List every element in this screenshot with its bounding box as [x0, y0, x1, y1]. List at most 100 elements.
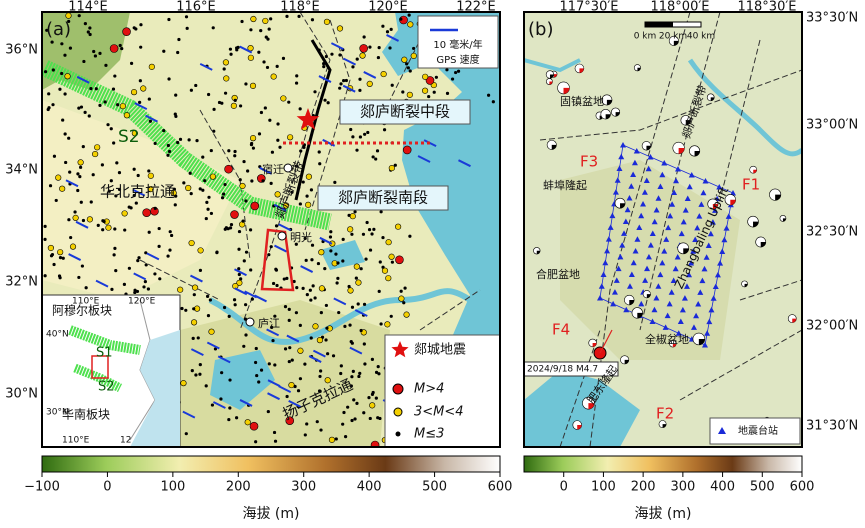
focal-mechanism-quadrant	[683, 248, 689, 254]
quake-small	[148, 119, 152, 123]
quake-medium	[316, 337, 324, 344]
quake-small	[378, 260, 382, 264]
quake-small	[147, 97, 151, 101]
quake-small	[274, 267, 278, 271]
gps-arrow	[274, 244, 287, 253]
quake-small	[168, 230, 172, 234]
gps-arrow	[354, 309, 368, 317]
station	[663, 236, 670, 242]
hills	[560, 160, 740, 360]
quake-small	[359, 328, 363, 333]
quake-small	[262, 60, 266, 64]
station	[688, 259, 695, 266]
fault-line	[139, 259, 221, 301]
gps-arrow	[386, 34, 399, 42]
event-label: 2024/9/18 M4.7	[527, 365, 598, 375]
quake-small	[227, 417, 231, 422]
quake-small	[204, 216, 208, 221]
quake-small	[228, 378, 232, 382]
quake-small	[180, 306, 184, 311]
station	[678, 230, 685, 237]
quake-small	[379, 210, 383, 214]
quake-small	[329, 249, 333, 253]
quake-small	[139, 45, 143, 49]
station	[657, 271, 664, 278]
quake-small	[261, 179, 265, 183]
quake-small	[344, 78, 348, 83]
station	[657, 183, 664, 189]
station	[624, 206, 631, 213]
quake-medium	[72, 214, 79, 222]
quake-small	[242, 344, 246, 348]
quake-small	[317, 48, 321, 52]
quake-small	[246, 169, 250, 173]
quake-small	[367, 396, 371, 400]
colorbar-tick-label: 300	[670, 480, 695, 495]
quake-small	[96, 223, 100, 227]
focal-mechanism-quadrant	[549, 74, 554, 79]
quake-small	[334, 252, 338, 256]
quake-small	[136, 173, 140, 178]
quake-small	[381, 24, 385, 28]
quake-small	[79, 165, 83, 169]
quake-small	[293, 384, 297, 389]
gps-arrow	[133, 272, 147, 281]
quake-small	[244, 303, 248, 307]
quake-medium	[69, 243, 77, 250]
quake-medium	[140, 85, 147, 92]
quake-small	[288, 346, 292, 350]
station	[636, 224, 643, 230]
quake-medium	[208, 328, 215, 335]
quake-small	[205, 294, 210, 299]
quake-small	[287, 318, 291, 322]
quake-medium	[130, 89, 138, 96]
quake-small	[237, 247, 241, 251]
quake-small	[357, 374, 361, 379]
quake-small	[316, 261, 321, 266]
station	[653, 206, 660, 213]
quake-small	[285, 394, 289, 399]
focal-mechanism-quadrant	[672, 343, 677, 348]
quake-small	[182, 181, 186, 185]
quake-small	[382, 128, 387, 132]
quake-small	[297, 185, 301, 190]
quake-large	[370, 440, 380, 447]
inset-sea	[130, 330, 180, 447]
quake-small	[336, 276, 340, 280]
legend-label: M>4	[414, 382, 444, 397]
quake-medium	[410, 52, 417, 60]
quake-small	[84, 286, 88, 290]
gps-arrow	[206, 341, 220, 350]
station	[701, 265, 708, 272]
focal-mechanism-quadrant	[744, 283, 748, 287]
quake-small	[244, 333, 248, 337]
quake-small	[89, 87, 93, 91]
quake-small	[412, 46, 416, 51]
quake-small	[209, 148, 213, 153]
quake-small	[222, 67, 226, 71]
quake-medium	[92, 150, 99, 158]
quake-small	[432, 90, 436, 94]
station	[699, 277, 706, 284]
quake-small	[232, 298, 237, 302]
map-label: 郯庐断裂南段	[338, 189, 428, 207]
quake-small	[223, 91, 228, 95]
map-label: 全椒盆地	[645, 332, 689, 346]
station	[645, 253, 652, 260]
quake-small	[133, 288, 137, 292]
quake-small	[347, 213, 351, 217]
quake-small	[341, 237, 345, 241]
gps-arrow	[134, 102, 148, 111]
gps-arrow	[417, 155, 431, 163]
colorbar-tick-label: 200	[631, 480, 656, 495]
map-label: F3	[580, 153, 598, 171]
quake-small	[77, 106, 81, 110]
quake-small	[298, 323, 302, 327]
quake-small	[376, 55, 380, 60]
quake-small	[213, 347, 218, 351]
scale-label: 40 km	[687, 32, 715, 42]
quake-small	[69, 235, 73, 240]
gps-arrow	[318, 75, 332, 83]
fault-line	[559, 329, 601, 447]
